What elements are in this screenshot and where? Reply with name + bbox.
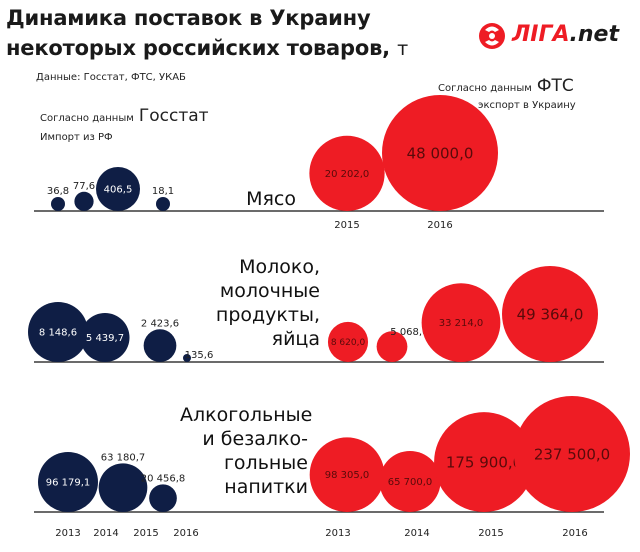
gosstat-value-label: 2 423,6 <box>141 318 179 329</box>
x-tick-label: 2014 <box>404 528 429 539</box>
gosstat-value-label: 77,6 <box>73 181 95 192</box>
gosstat-value-label: 63 180,7 <box>101 452 146 463</box>
gosstat-bubble <box>74 192 93 211</box>
gosstat-value-label: 135,6 <box>185 350 214 361</box>
gosstat-value-label: 18,1 <box>152 186 174 197</box>
gosstat-value-label: 5 439,7 <box>86 333 124 344</box>
gosstat-value-label: 36,8 <box>47 186 69 197</box>
x-tick-label: 2013 <box>55 528 80 539</box>
gosstat-value-label: 20 456,8 <box>141 473 186 484</box>
x-tick-label: 2015 <box>334 220 359 231</box>
fts-value-label: 8 620,0 <box>331 338 366 348</box>
gosstat-bubble <box>144 329 177 362</box>
fts-value-label: 98 305,0 <box>325 470 370 481</box>
x-tick-label: 2015 <box>133 528 158 539</box>
fts-value-label: 175 900,0 <box>446 453 522 471</box>
fts-value-label: 237 500,0 <box>534 445 610 463</box>
gosstat-value-label: 8 148,6 <box>39 328 77 339</box>
fts-value-label: 49 364,0 <box>517 305 584 323</box>
gosstat-value-label: 96 179,1 <box>46 478 91 489</box>
x-tick-label: 2016 <box>173 528 198 539</box>
x-tick-label: 2015 <box>478 528 503 539</box>
x-tick-label: 2014 <box>93 528 118 539</box>
fts-value-label: 48 000,0 <box>407 144 474 162</box>
fts-value-label: 33 214,0 <box>439 318 484 329</box>
x-tick-label: 2016 <box>427 220 452 231</box>
gosstat-bubble <box>51 197 65 211</box>
gosstat-bubble <box>149 484 177 512</box>
fts-value-label: 65 700,0 <box>388 477 433 488</box>
x-tick-label: 2013 <box>325 528 350 539</box>
gosstat-bubble <box>99 463 148 512</box>
gosstat-value-label: 406,5 <box>104 185 133 196</box>
fts-value-label: 20 202,0 <box>325 169 370 180</box>
x-tick-label: 2016 <box>562 528 587 539</box>
gosstat-bubble <box>156 197 170 211</box>
